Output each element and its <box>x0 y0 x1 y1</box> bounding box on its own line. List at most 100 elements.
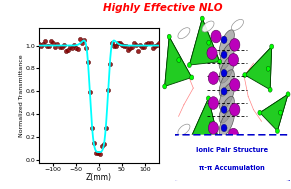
Point <box>86 60 90 64</box>
Point <box>138 43 143 46</box>
Circle shape <box>221 139 227 147</box>
Circle shape <box>177 57 181 63</box>
Point <box>126 48 131 51</box>
Point <box>84 46 88 49</box>
Circle shape <box>221 88 227 95</box>
Circle shape <box>210 121 214 126</box>
Circle shape <box>228 53 239 66</box>
Point <box>43 40 48 43</box>
Point <box>37 43 42 46</box>
FancyBboxPatch shape <box>171 135 291 182</box>
Polygon shape <box>165 37 192 86</box>
Circle shape <box>218 59 222 64</box>
Point <box>55 43 60 46</box>
Polygon shape <box>245 46 272 90</box>
Point <box>118 41 123 44</box>
Polygon shape <box>165 37 179 86</box>
Point <box>39 44 44 47</box>
Ellipse shape <box>219 30 234 57</box>
Polygon shape <box>277 94 288 131</box>
Circle shape <box>211 30 221 43</box>
Circle shape <box>221 36 227 43</box>
Circle shape <box>243 73 247 77</box>
Point <box>146 41 151 44</box>
Circle shape <box>230 103 240 116</box>
Circle shape <box>208 122 219 134</box>
Ellipse shape <box>178 28 190 39</box>
Point <box>90 126 94 129</box>
Point <box>92 141 96 144</box>
Point <box>65 49 70 52</box>
Text: π-π Accumulation: π-π Accumulation <box>199 165 265 171</box>
Point <box>94 151 98 154</box>
Ellipse shape <box>219 43 234 70</box>
Circle shape <box>258 110 262 115</box>
Ellipse shape <box>178 124 190 135</box>
Point <box>134 43 139 46</box>
Point <box>97 152 102 155</box>
Point <box>128 46 133 49</box>
Circle shape <box>278 110 282 115</box>
Polygon shape <box>189 19 209 65</box>
Circle shape <box>228 128 239 141</box>
Point <box>150 46 155 50</box>
Point <box>116 42 120 45</box>
Point <box>81 39 86 42</box>
Circle shape <box>275 129 279 133</box>
Polygon shape <box>202 19 220 62</box>
Point <box>41 42 46 45</box>
Ellipse shape <box>219 70 234 96</box>
Circle shape <box>207 47 217 60</box>
Point <box>77 38 82 41</box>
Y-axis label: Normalized Transmittance: Normalized Transmittance <box>19 54 24 137</box>
Polygon shape <box>245 46 272 75</box>
Polygon shape <box>169 37 192 77</box>
Point <box>106 89 110 92</box>
Point <box>45 45 50 48</box>
Point <box>61 43 66 46</box>
Point <box>130 45 135 48</box>
Polygon shape <box>260 94 288 113</box>
Circle shape <box>221 124 227 132</box>
Point <box>71 43 76 46</box>
Circle shape <box>187 139 191 144</box>
X-axis label: Z(mm): Z(mm) <box>86 173 112 182</box>
Polygon shape <box>189 98 220 145</box>
Point <box>140 45 145 48</box>
Ellipse shape <box>219 56 234 83</box>
Circle shape <box>207 40 211 45</box>
Point <box>110 41 114 44</box>
Circle shape <box>230 39 240 51</box>
Point <box>88 91 92 94</box>
Point <box>114 44 118 47</box>
Point <box>49 40 54 43</box>
Point <box>75 47 80 50</box>
Text: Highly Effective NLO: Highly Effective NLO <box>103 3 223 13</box>
Ellipse shape <box>219 83 234 110</box>
Circle shape <box>200 16 204 21</box>
Point <box>132 41 137 44</box>
Point <box>120 43 125 46</box>
Polygon shape <box>208 98 220 145</box>
Ellipse shape <box>202 21 214 32</box>
Point <box>47 45 52 48</box>
Circle shape <box>187 63 191 67</box>
Point <box>73 46 78 49</box>
Polygon shape <box>189 98 212 141</box>
Circle shape <box>167 34 171 39</box>
Point <box>142 46 147 49</box>
Circle shape <box>230 78 240 91</box>
Circle shape <box>207 142 217 154</box>
Circle shape <box>266 66 270 71</box>
Point <box>148 41 153 44</box>
Point <box>69 47 74 50</box>
Point <box>67 46 72 49</box>
Circle shape <box>206 96 210 101</box>
Point <box>122 44 127 47</box>
Point <box>51 42 56 45</box>
Point <box>156 41 161 44</box>
Circle shape <box>163 84 167 89</box>
Point <box>57 45 62 48</box>
Point <box>102 143 106 146</box>
Point <box>53 45 58 48</box>
